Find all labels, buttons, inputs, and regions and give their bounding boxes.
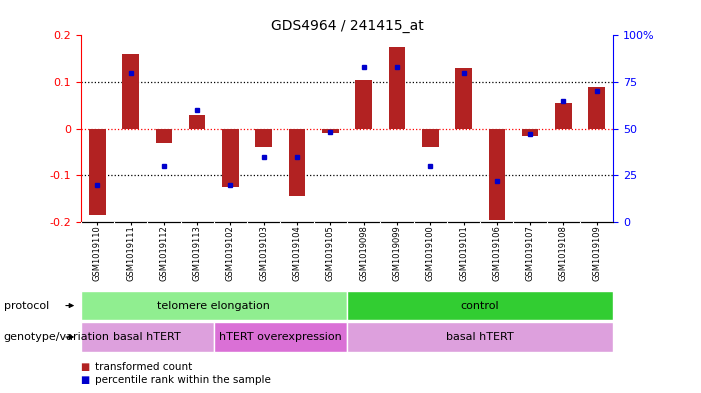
Text: percentile rank within the sample: percentile rank within the sample — [95, 375, 271, 386]
Bar — [522, 129, 538, 136]
Text: protocol: protocol — [4, 301, 49, 310]
Title: GDS4964 / 241415_at: GDS4964 / 241415_at — [271, 19, 423, 33]
Bar — [122, 54, 139, 129]
Text: GSM1019099: GSM1019099 — [393, 225, 402, 281]
Bar — [388, 47, 405, 129]
Text: ■: ■ — [81, 375, 90, 386]
Text: ■: ■ — [81, 362, 90, 373]
Text: GSM1019107: GSM1019107 — [526, 225, 535, 281]
Text: GSM1019106: GSM1019106 — [492, 225, 501, 281]
Bar — [347, 322, 613, 352]
Text: GSM1019112: GSM1019112 — [159, 225, 168, 281]
Text: genotype/variation: genotype/variation — [4, 332, 109, 342]
Text: GSM1019108: GSM1019108 — [559, 225, 568, 281]
Bar — [214, 322, 347, 352]
Text: control: control — [461, 301, 500, 310]
Text: transformed count: transformed count — [95, 362, 192, 373]
Text: GSM1019109: GSM1019109 — [592, 225, 601, 281]
Bar — [81, 291, 347, 320]
Text: hTERT overexpression: hTERT overexpression — [219, 332, 342, 342]
Bar — [222, 129, 239, 187]
Bar — [89, 129, 106, 215]
Text: GSM1019100: GSM1019100 — [426, 225, 435, 281]
Text: telomere elongation: telomere elongation — [157, 301, 271, 310]
Text: GSM1019113: GSM1019113 — [193, 225, 202, 281]
Bar — [156, 129, 172, 143]
Bar — [347, 291, 613, 320]
Bar — [255, 129, 272, 147]
Text: GSM1019110: GSM1019110 — [93, 225, 102, 281]
Bar — [422, 129, 439, 147]
Text: GSM1019111: GSM1019111 — [126, 225, 135, 281]
Text: GSM1019101: GSM1019101 — [459, 225, 468, 281]
Bar — [189, 115, 205, 129]
Bar — [588, 87, 605, 129]
Text: GSM1019103: GSM1019103 — [259, 225, 268, 281]
Bar — [355, 80, 372, 129]
Text: basal hTERT: basal hTERT — [447, 332, 514, 342]
Text: GSM1019098: GSM1019098 — [359, 225, 368, 281]
Bar — [289, 129, 306, 196]
Text: basal hTERT: basal hTERT — [114, 332, 181, 342]
Text: GSM1019105: GSM1019105 — [326, 225, 335, 281]
Bar — [555, 103, 572, 129]
Bar — [81, 322, 214, 352]
Bar — [455, 68, 472, 129]
Text: GSM1019102: GSM1019102 — [226, 225, 235, 281]
Text: GSM1019104: GSM1019104 — [292, 225, 301, 281]
Bar — [322, 129, 339, 133]
Bar — [489, 129, 505, 220]
